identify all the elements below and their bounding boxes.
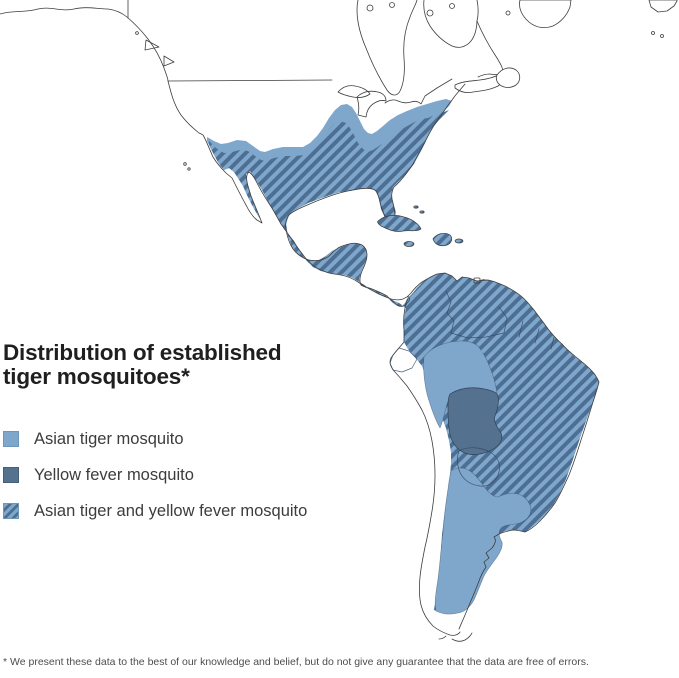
footnote: * We present these data to the best of o…	[3, 656, 589, 668]
region-argentina-uruguay-asian-tiger	[434, 467, 532, 615]
region-overlap-hatched	[208, 110, 599, 613]
legend-label-both-mosquitoes: Asian tiger and yellow fever mosquito	[34, 501, 308, 520]
jamaica-island	[403, 241, 415, 247]
colombia-venezuela-border	[445, 290, 455, 334]
alaska-coast	[0, 7, 169, 82]
region-roraima-hatch-patch	[480, 346, 494, 354]
legend-swatch-both-mosquitoes	[3, 503, 19, 519]
coastlines	[0, 0, 678, 642]
guyana-suriname-border	[518, 320, 524, 338]
region-bolivia-yellow-fever	[447, 387, 503, 455]
legend-item-asian-tiger: Asian tiger mosquito	[3, 421, 307, 457]
great-lakes	[337, 78, 453, 118]
puerto-rico-island	[454, 238, 464, 244]
map-legend: Asian tiger mosquito Yellow fever mosqui…	[3, 421, 307, 529]
distribution-regions	[207, 99, 599, 615]
newfoundland	[495, 67, 521, 88]
title-line-2: tiger mosquitoes*	[3, 363, 190, 389]
title-line-1: Distribution of established	[3, 340, 282, 365]
aleutian-islet	[135, 31, 139, 35]
paraguay-outline	[457, 447, 500, 487]
cuba-island	[377, 215, 422, 232]
country-borders	[389, 290, 555, 487]
trinidad-island	[473, 277, 481, 284]
legend-swatch-asian-tiger	[3, 431, 19, 447]
gulf-and-east-coast	[285, 83, 466, 307]
legend-item-yellow-fever: Yellow fever mosquito	[3, 457, 307, 493]
frenchguiana-brazil-border	[550, 336, 555, 350]
venezuela-south-border	[450, 332, 505, 339]
hispaniola-island	[432, 233, 453, 247]
atlantic-coast-south-america	[406, 272, 600, 630]
legend-label-asian-tiger: Asian tiger mosquito	[34, 429, 184, 448]
ecuador-outline	[389, 347, 418, 373]
us-canada-border	[167, 79, 333, 82]
greenland-tip	[519, 0, 572, 29]
legend-label-yellow-fever: Yellow fever mosquito	[34, 465, 194, 484]
channel-islet	[187, 167, 191, 171]
tierra-del-fuego	[438, 632, 473, 642]
title-block: Distribution of established tiger mosqui…	[3, 341, 333, 389]
alaska-islands	[144, 39, 175, 67]
channel-islet	[183, 162, 187, 166]
legend-swatch-yellow-fever	[3, 467, 19, 483]
bahamas-islet	[413, 205, 419, 209]
legend-item-both-mosquitoes: Asian tiger and yellow fever mosquito	[3, 493, 307, 529]
venezuela-guyana-border	[498, 306, 508, 334]
hudson-bay-west	[356, 0, 418, 96]
arctic-islands	[366, 2, 664, 38]
quebec-labrador-coast	[476, 20, 504, 78]
page-title: Distribution of established tiger mosqui…	[3, 341, 333, 389]
bahamas-islet	[419, 210, 425, 214]
hudson-bay-east	[423, 0, 479, 48]
caribbean-islands	[377, 205, 481, 284]
corner-landmass	[648, 0, 678, 13]
suriname-frenchguiana-border	[534, 328, 540, 344]
